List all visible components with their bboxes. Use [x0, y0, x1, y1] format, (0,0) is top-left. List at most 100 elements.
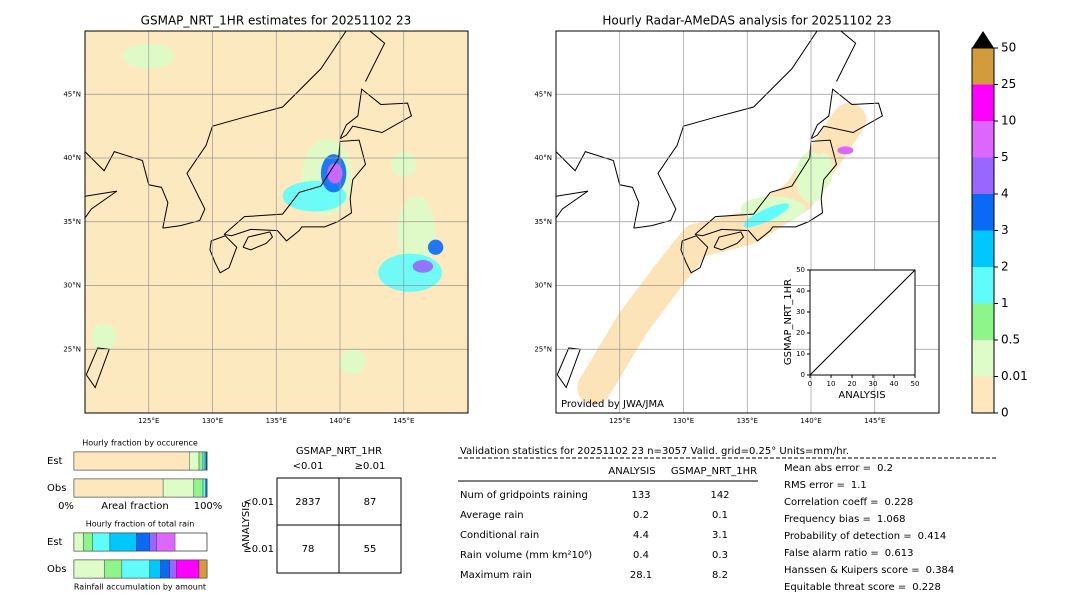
stat-value: 1.1	[851, 480, 867, 491]
map-frame	[555, 30, 940, 414]
stat-label: Equitable threat score =	[784, 582, 906, 593]
map	[85, 31, 468, 413]
rain-area	[427, 239, 444, 255]
cell: 0.3	[712, 550, 728, 561]
colorbar-label: 0	[1001, 406, 1009, 420]
colorbar-label: 2	[1001, 260, 1009, 274]
bar-segment	[198, 559, 208, 579]
axis-label: 0%	[58, 501, 74, 512]
bar-segment	[73, 559, 105, 579]
lat-label: 45°N	[534, 90, 552, 98]
bar-segment	[121, 559, 151, 579]
stat-value: 1.068	[877, 514, 906, 525]
colorbar-segment	[972, 157, 994, 194]
bar-segment	[193, 478, 204, 498]
bar-segment	[73, 532, 84, 552]
cell: 78	[302, 544, 315, 555]
rain-area	[837, 146, 854, 155]
coastline	[209, 235, 238, 274]
stat: Equitable threat score = 0.228	[784, 582, 941, 593]
rain-area	[340, 349, 366, 375]
y-tick-label: 10	[796, 350, 805, 358]
colorbar-segment	[972, 303, 994, 340]
stat-label: Hanssen & Kuipers score =	[784, 565, 920, 576]
coastline	[836, 31, 857, 82]
x-tick-label: 40	[890, 380, 899, 388]
stat-value: 0.384	[926, 565, 955, 576]
lon-label: 125°E	[138, 417, 159, 425]
row-label: Est	[47, 537, 63, 548]
row-label: Obs	[47, 564, 66, 575]
row-label: Est	[47, 456, 63, 467]
cell: 133	[631, 490, 650, 501]
stat-label: False alarm ratio =	[784, 548, 879, 559]
coastline	[365, 31, 386, 82]
column-label: GSMAP_NRT_1HR	[671, 466, 757, 477]
column-label: <0.01	[293, 461, 324, 472]
colorbar-segment	[972, 84, 994, 121]
row-label: Obs	[47, 483, 66, 494]
bar-segment	[149, 532, 157, 552]
colorbar-label: 3	[1001, 223, 1009, 237]
lat-label: 25°N	[63, 345, 81, 353]
colorbar-extend	[972, 31, 994, 48]
stat-label: Correlation coeff =	[784, 497, 879, 508]
cell: 0.2	[633, 510, 649, 521]
bar-segment	[205, 478, 208, 498]
row-label: Num of gridpoints raining	[460, 490, 588, 501]
stat-value: 0.228	[885, 497, 914, 508]
stat: Mean abs error = 0.2	[784, 463, 893, 474]
lat-label: 35°N	[63, 218, 81, 226]
y-tick-label: 20	[796, 329, 805, 337]
bar-segment	[176, 559, 200, 579]
cell: 28.1	[630, 570, 652, 581]
x-tick-label: 30	[869, 380, 878, 388]
stat-value: 0.414	[918, 531, 947, 542]
lon-label: 130°E	[673, 417, 694, 425]
cell: 3.1	[712, 530, 728, 541]
cell: 0.1	[712, 510, 728, 521]
stat: Correlation coeff = 0.228	[784, 497, 913, 508]
stat: RMS error = 1.1	[784, 480, 867, 491]
bar-segment	[149, 559, 161, 579]
colorbar-segment	[972, 194, 994, 231]
validation-header: Validation statistics for 20251102 23 n=…	[460, 446, 849, 457]
bar-segment	[109, 532, 137, 552]
bar-segment	[189, 451, 200, 471]
row-label: Average rain	[460, 510, 524, 521]
lon-label: 130°E	[202, 417, 223, 425]
row-label: Rain volume (mm km²10⁶)	[460, 550, 592, 561]
y-tick-label: 40	[796, 287, 805, 295]
bar-segment	[162, 478, 194, 498]
lon-label: 140°E	[329, 417, 350, 425]
coastline	[556, 151, 640, 229]
coastline	[85, 190, 118, 219]
column-label: ANALYSIS	[608, 466, 655, 477]
column-label: ≥0.01	[355, 461, 386, 472]
x-axis-label: ANALYSIS	[838, 390, 885, 401]
cell: 87	[364, 497, 377, 508]
panel-title: Hourly fraction of total rain	[86, 520, 195, 529]
colorbar-label: 4	[1001, 187, 1009, 201]
colorbar-label: 25	[1001, 77, 1016, 91]
colorbar-label: 50	[1001, 41, 1016, 55]
stat: False alarm ratio = 0.613	[784, 548, 913, 559]
bar-segment	[104, 559, 123, 579]
cell: 8.2	[712, 570, 728, 581]
y-tick-label: 30	[796, 308, 805, 316]
rain-area	[327, 163, 343, 184]
x-tick-label: 20	[848, 380, 857, 388]
coastline	[339, 88, 412, 140]
rain-area	[412, 260, 434, 273]
y-axis-label: GSMAP_NRT_1HR	[783, 279, 794, 365]
bar-segment	[92, 532, 111, 552]
coastline	[223, 139, 367, 242]
bar-segment	[160, 559, 170, 579]
x-tick-label: 10	[827, 380, 836, 388]
lat-label: 30°N	[534, 282, 552, 290]
colorbar-label: 0.5	[1001, 333, 1020, 347]
y-tick-label: 0	[801, 371, 805, 379]
stat: Hanssen & Kuipers score = 0.384	[784, 565, 954, 576]
bar-segment	[202, 478, 206, 498]
colorbar-label: 1	[1001, 296, 1009, 310]
